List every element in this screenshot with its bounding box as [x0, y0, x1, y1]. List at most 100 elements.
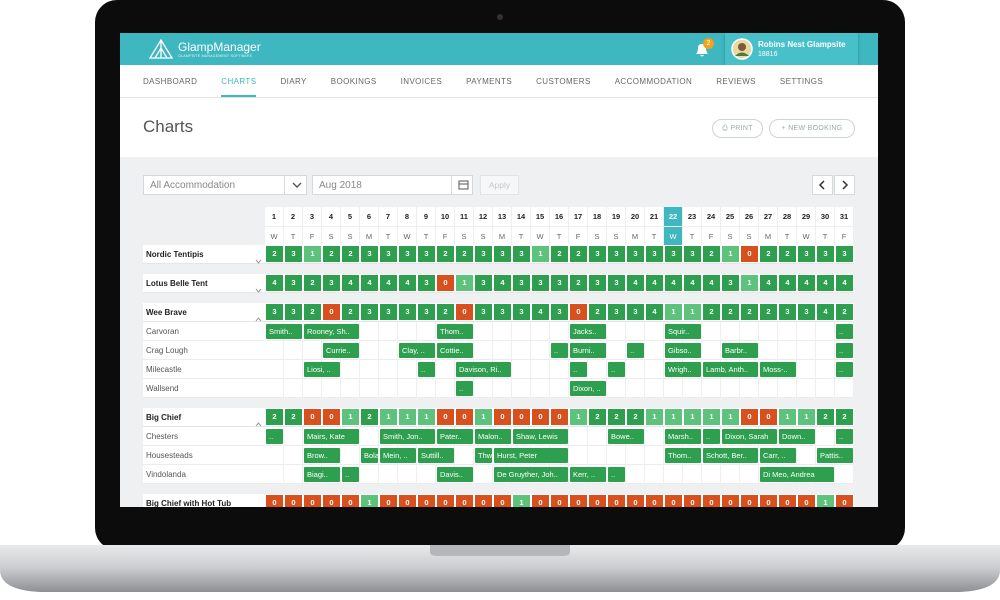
nav-item[interactable]: INVOICES [400, 77, 443, 86]
nav-item[interactable]: DIARY [280, 77, 307, 86]
month-input[interactable]: Aug 2018 [312, 175, 473, 195]
month-arrows[interactable] [812, 175, 855, 195]
day-cell-border [606, 322, 607, 341]
day-cell-border [720, 379, 721, 398]
availability-cell: 0 [760, 409, 777, 425]
availability-cell: 4 [836, 275, 853, 291]
booking[interactable]: Bowe.. [608, 429, 644, 444]
booking[interactable]: Mein, .. [380, 448, 416, 463]
booking[interactable]: .. [342, 467, 359, 482]
nav-item[interactable]: CUSTOMERS [536, 77, 591, 86]
booking[interactable]: Schott, Ber.. [703, 448, 758, 463]
booking[interactable]: Squir.. [665, 324, 701, 339]
booking[interactable]: .. [418, 362, 435, 377]
nav-item[interactable]: CHARTS [221, 65, 257, 97]
booking[interactable]: Wrigh.. [665, 362, 701, 377]
accommodation-select[interactable]: All Accommodation [143, 175, 307, 195]
collapse-toggle[interactable] [255, 414, 262, 427]
booking[interactable]: Thom.. [437, 324, 473, 339]
print-button[interactable]: ⎙ PRINT [712, 119, 763, 138]
booking[interactable]: Clay, .. [399, 343, 435, 358]
booking[interactable]: Brow.. [304, 448, 340, 463]
day-number: 4 [322, 207, 341, 226]
booking[interactable]: Smith.. [266, 324, 302, 339]
booking[interactable]: Liosi, .. [304, 362, 340, 377]
booking[interactable]: Dixon, .. [570, 381, 606, 396]
day-number: 30 [816, 207, 835, 226]
booking[interactable]: .. [836, 343, 853, 358]
booking[interactable]: .. [608, 467, 625, 482]
booking[interactable]: Moss-.. [760, 362, 796, 377]
booking[interactable]: Pattis.. [817, 448, 853, 463]
weekday: F [569, 226, 588, 245]
booking[interactable]: .. [627, 343, 644, 358]
day-cell-border [302, 360, 303, 379]
booking[interactable]: .. [836, 362, 853, 377]
nav-item[interactable]: ACCOMMODATION [614, 77, 693, 86]
booking[interactable]: Rooney, Sh.. [304, 324, 359, 339]
booking[interactable]: Currie.. [323, 343, 359, 358]
booking[interactable]: Lamb, Anth.. [703, 362, 758, 377]
booking[interactable]: Burni.. [570, 343, 606, 358]
booking[interactable]: Mairs, Kate [304, 429, 359, 444]
availability-cell: 3 [627, 304, 644, 320]
weekday: T [417, 226, 436, 245]
booking[interactable]: Suttill.. [418, 448, 454, 463]
booking[interactable]: Gibso.. [665, 343, 701, 358]
booking[interactable]: .. [836, 324, 853, 339]
booking[interactable]: Davis.. [437, 467, 473, 482]
day-cell-border [796, 360, 797, 379]
availability-cell: 2 [722, 304, 739, 320]
booking[interactable]: Jacks.. [570, 324, 606, 339]
nav-item[interactable]: BOOKINGS [330, 77, 377, 86]
apply-button[interactable]: Apply [480, 175, 519, 195]
booking[interactable]: .. [608, 362, 625, 377]
booking[interactable]: Davison, Ri.. [456, 362, 511, 377]
availability-cell: 1 [798, 409, 815, 425]
availability-cell: 3 [494, 304, 511, 320]
booking[interactable]: Kerr, .. [570, 467, 606, 482]
nav-item[interactable]: SETTINGS [779, 77, 824, 86]
booking[interactable]: Dixon, Sarah [722, 429, 777, 444]
booking[interactable]: .. [456, 381, 473, 396]
site-selector[interactable]: Robins Nest Glampsite 18816 [725, 33, 858, 65]
availability-cell: 0 [418, 495, 435, 507]
booking[interactable]: Smith, Jon.. [380, 429, 435, 444]
booking[interactable]: Shaw, Lewis [513, 429, 568, 444]
booking[interactable]: Biagi.. [304, 467, 340, 482]
day-number: 3 [303, 207, 322, 226]
booking[interactable]: .. [703, 429, 720, 444]
nav-item[interactable]: REVIEWS [716, 77, 756, 86]
day-cell-border [378, 465, 379, 484]
site-name: Robins Nest Glampsite [758, 40, 846, 49]
booking[interactable]: Barbr.. [722, 343, 758, 358]
nav-item[interactable]: DASHBOARD [143, 77, 198, 86]
booking[interactable]: Marsh.. [665, 429, 701, 444]
unit-name: Wallsend [146, 384, 179, 393]
weekday: T [816, 226, 835, 245]
day-cell-border [473, 465, 474, 484]
collapse-toggle[interactable] [255, 309, 262, 322]
nav-item[interactable]: PAYMENTS [466, 77, 513, 86]
collapse-toggle[interactable] [255, 251, 262, 264]
booking[interactable]: Pater.. [437, 429, 473, 444]
booking[interactable]: .. [266, 429, 283, 444]
booking[interactable]: Bola.. [361, 448, 378, 463]
collapse-toggle[interactable] [255, 280, 262, 293]
booking[interactable]: Carr, .. [760, 448, 796, 463]
booking[interactable]: Down.. [779, 429, 815, 444]
booking[interactable]: Di Meo, Andrea [760, 467, 834, 482]
booking[interactable]: .. [551, 343, 568, 358]
booking[interactable]: Thom.. [665, 448, 701, 463]
booking[interactable]: De Gruyther, Joh.. [494, 467, 568, 482]
booking[interactable]: Malon.. [475, 429, 511, 444]
booking[interactable]: Hurst, Peter [494, 448, 568, 463]
booking[interactable]: Thwai.. [475, 448, 492, 463]
day-cell-border [815, 427, 816, 446]
collapse-toggle[interactable] [255, 500, 262, 505]
new-booking-button[interactable]: + NEW BOOKING [769, 119, 855, 138]
availability-cell: 0 [285, 495, 302, 507]
booking[interactable]: .. [836, 429, 853, 444]
booking[interactable]: Cottie.. [437, 343, 473, 358]
booking[interactable]: .. [570, 362, 587, 377]
